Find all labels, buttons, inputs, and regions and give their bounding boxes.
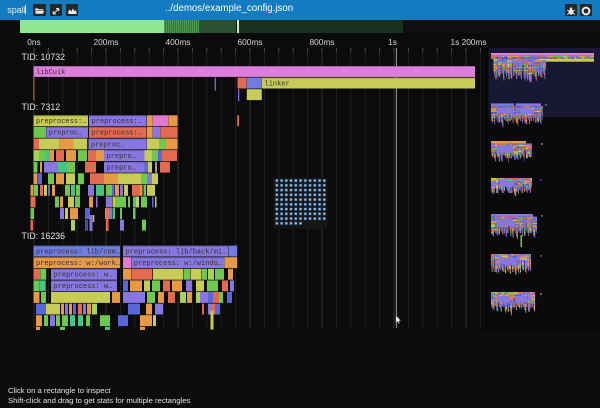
svg-text:prepro…: prepro… [107, 153, 136, 161]
svg-text:preprocess: w…: preprocess: w… [54, 283, 113, 291]
svg-text:preprocess:…: preprocess:… [92, 130, 142, 138]
svg-text:preprocess: w:/work…: preprocess: w:/work… [36, 260, 120, 268]
svg-text:prepro…: prepro… [107, 165, 136, 173]
svg-text:preprocess:…: preprocess:… [36, 118, 86, 126]
svg-text:TID: 16236: TID: 16236 [22, 231, 66, 241]
svg-text:TID: 7312: TID: 7312 [22, 102, 61, 112]
svg-text:preprocess:…: preprocess:… [92, 118, 142, 126]
svg-text:libCuik: libCuik [36, 69, 65, 77]
svg-text:preproc…: preproc… [91, 141, 125, 149]
svg-text:preprocess: lib/back/mi…: preprocess: lib/back/mi… [126, 248, 227, 256]
svg-text:preprocess: w…: preprocess: w… [54, 272, 113, 280]
svg-text:preprocess: w:/windo…: preprocess: w:/windo… [134, 260, 222, 268]
svg-text:preprocess: lib/com…: preprocess: lib/com… [36, 248, 120, 256]
svg-text:preproc…: preproc… [49, 130, 83, 138]
svg-text:TID: 10732: TID: 10732 [22, 52, 66, 62]
svg-text:linker: linker [265, 80, 290, 88]
